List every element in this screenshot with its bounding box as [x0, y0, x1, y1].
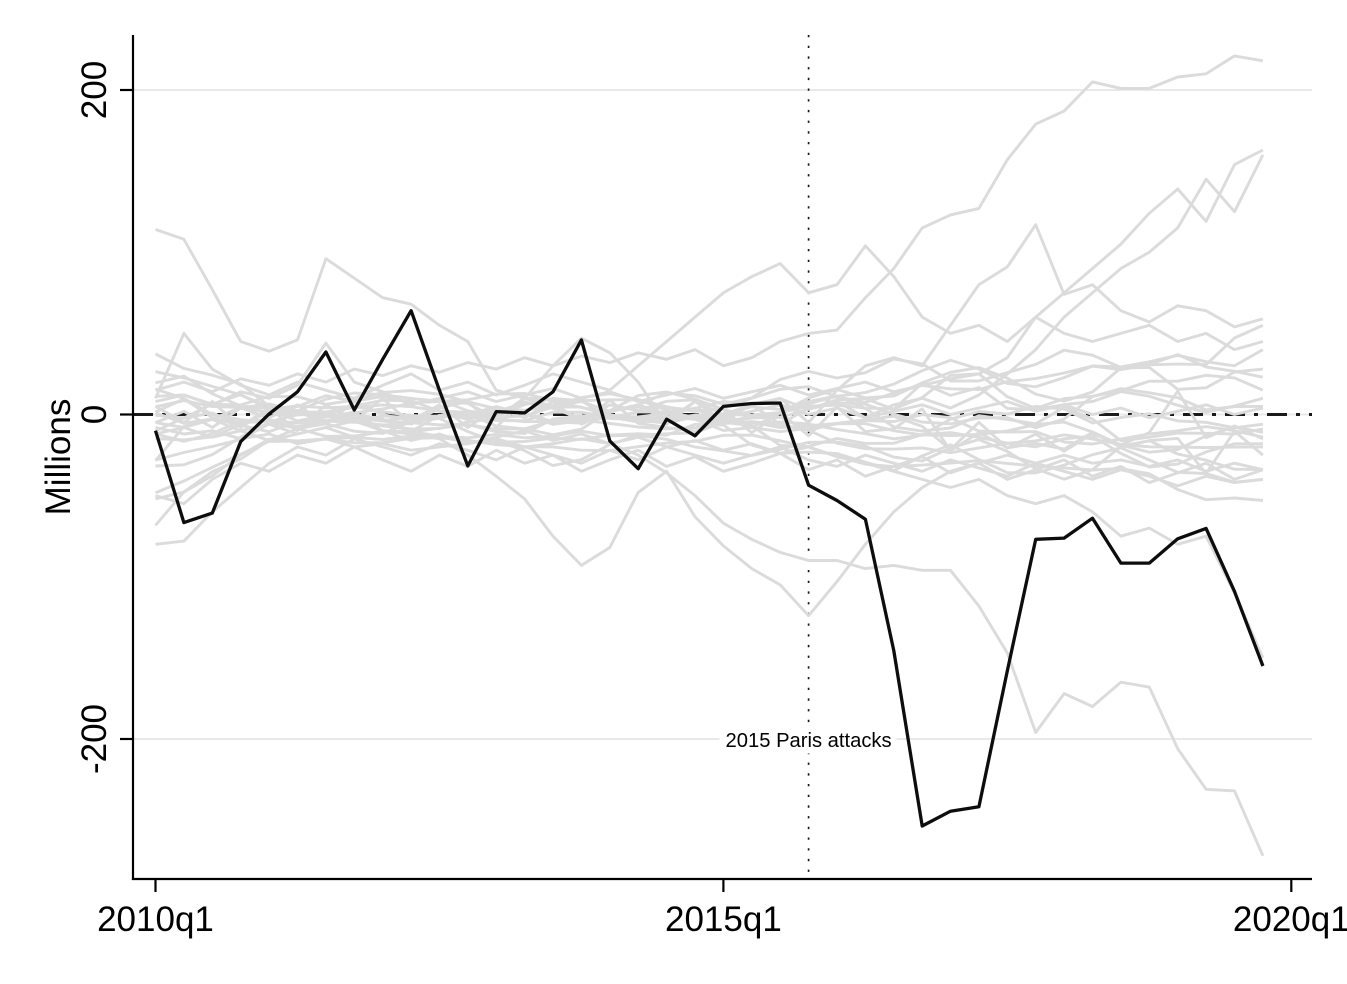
svg-text:2015 Paris attacks: 2015 Paris attacks — [726, 730, 892, 752]
svg-text:2010q1: 2010q1 — [97, 900, 214, 939]
svg-text:2015q1: 2015q1 — [665, 900, 782, 939]
svg-text:2020q1: 2020q1 — [1233, 900, 1347, 939]
svg-text:-200: -200 — [75, 704, 114, 774]
svg-text:0: 0 — [75, 405, 114, 424]
svg-text:200: 200 — [75, 61, 114, 119]
svg-text:Millions: Millions — [39, 399, 78, 516]
